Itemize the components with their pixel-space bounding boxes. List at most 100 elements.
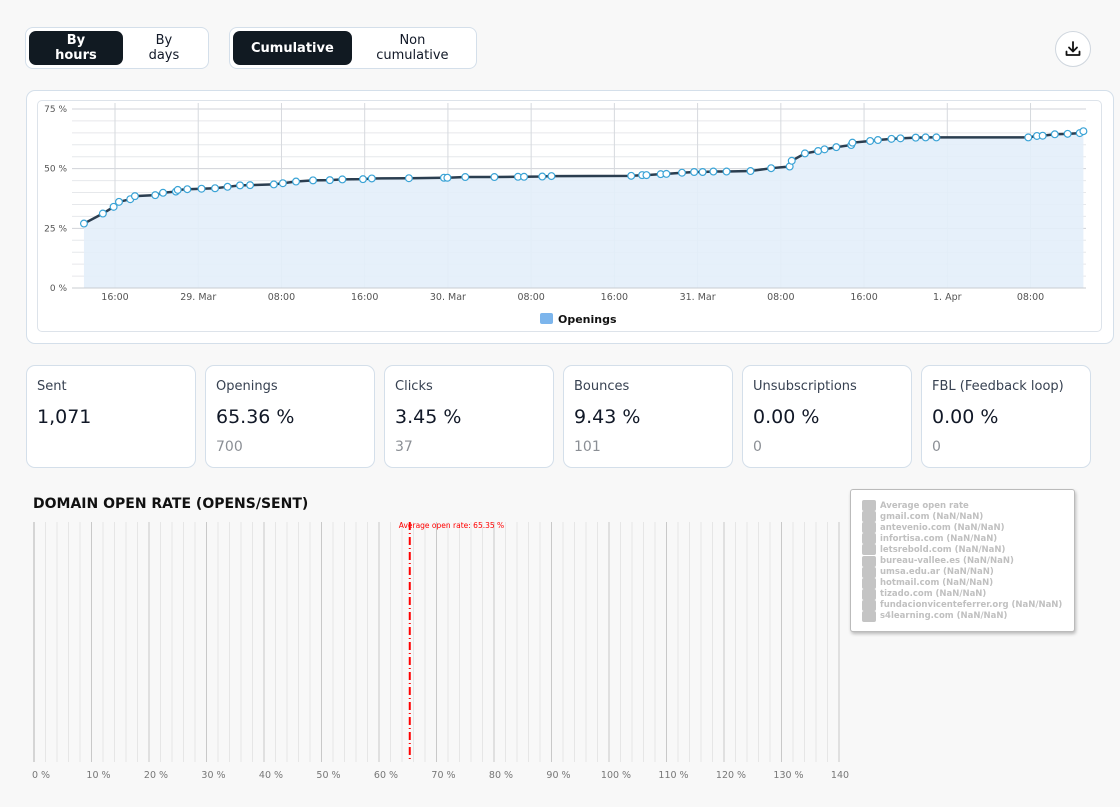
stat-count: 700	[216, 439, 243, 455]
non-cumulative-button[interactable]: Non cumulative	[352, 31, 473, 65]
x-tick-label: 29. Mar	[180, 292, 216, 303]
stat-value: 65.36 %	[216, 406, 295, 428]
x-tick-label: 120 %	[716, 770, 746, 781]
data-point	[677, 168, 686, 177]
stat-count: 101	[574, 439, 601, 455]
data-point	[114, 197, 123, 206]
data-point	[173, 185, 182, 194]
stat-count: 0	[932, 439, 941, 455]
legend-item[interactable]: gmail.com (NaN/NaN)	[862, 511, 1074, 523]
x-tick-label: 50 %	[316, 770, 340, 781]
data-point	[848, 138, 857, 147]
data-point	[690, 168, 699, 177]
x-tick-label: 1. Apr	[933, 292, 962, 303]
x-tick-label: 16:00	[351, 292, 378, 303]
data-point	[642, 171, 651, 180]
data-point	[1038, 131, 1047, 140]
stat-label: Unsubscriptions	[753, 379, 857, 394]
download-button[interactable]	[1055, 31, 1091, 67]
by-days-button[interactable]: By days	[123, 31, 205, 65]
stat-value: 3.45 %	[395, 406, 462, 428]
x-tick-label: 0 %	[32, 770, 50, 781]
legend-label: s4learning.com (NaN/NaN)	[880, 611, 1008, 622]
data-point	[367, 174, 376, 183]
stat-label: FBL (Feedback loop)	[932, 379, 1064, 394]
data-point	[787, 156, 796, 165]
data-point	[236, 181, 245, 190]
x-tick-label: 31. Mar	[680, 292, 716, 303]
legend-item[interactable]: infortisa.com (NaN/NaN)	[862, 533, 1074, 545]
legend-swatch	[862, 500, 876, 512]
domain-legend: Average open rate gmail.com (NaN/NaN) ante…	[850, 489, 1075, 632]
domain-open-rate-title: DOMAIN OPEN RATE (OPENS/SENT)	[33, 496, 309, 512]
openings-chart-frame	[37, 100, 1102, 332]
x-tick-label: 08:00	[1017, 292, 1044, 303]
stat-label: Clicks	[395, 379, 433, 394]
x-tick-label: 08:00	[767, 292, 794, 303]
stat-card-fbl: FBL (Feedback loop) 0.00 % 0	[921, 365, 1091, 468]
data-point	[722, 167, 731, 176]
data-point	[709, 167, 718, 176]
x-tick-label: 16:00	[101, 292, 128, 303]
x-tick-label: 100 %	[601, 770, 631, 781]
legend-item[interactable]: fundacionvicenteferrer.org (NaN/NaN)	[862, 599, 1074, 611]
data-point	[1079, 127, 1088, 136]
data-point	[183, 185, 192, 194]
data-point	[820, 145, 829, 154]
stat-card-unsubscriptions: Unsubscriptions 0.00 % 0	[742, 365, 912, 468]
data-point	[921, 133, 930, 142]
data-point	[538, 172, 547, 181]
legend-swatch	[862, 522, 876, 534]
data-point	[309, 176, 318, 185]
data-point	[520, 172, 529, 181]
x-tick-label: 08:00	[517, 292, 544, 303]
legend-item[interactable]: s4learning.com (NaN/NaN)	[862, 610, 1074, 622]
legend-label: hotmail.com (NaN/NaN)	[880, 578, 994, 589]
data-point	[490, 173, 499, 182]
stat-card-openings: Openings 65.36 % 700	[205, 365, 375, 468]
stat-card-sent: Sent 1,071	[26, 365, 196, 468]
legend-item[interactable]: Average open rate	[862, 500, 1074, 512]
stat-label: Sent	[37, 379, 67, 394]
legend-item[interactable]: bureau-vallee.es (NaN/NaN)	[862, 555, 1074, 567]
legend-swatch	[862, 566, 876, 578]
data-point	[98, 209, 107, 218]
x-tick-label: 20 %	[144, 770, 168, 781]
legend-item[interactable]: hotmail.com (NaN/NaN)	[862, 577, 1074, 589]
legend-item[interactable]: antevenio.com (NaN/NaN)	[862, 522, 1074, 534]
domain-open-rate-chart: 0 % 10 % 20 % 30 % 40 % 50 % 60 % 70 % 80 % 90 % 1…	[32, 521, 850, 781]
legend-swatch	[862, 511, 876, 523]
data-point	[662, 169, 671, 178]
by-hours-button[interactable]: By hours	[29, 31, 123, 65]
legend-swatch	[540, 313, 553, 324]
legend-label: bureau-vallee.es (NaN/NaN)	[880, 556, 1014, 567]
x-tick-label: 60 %	[374, 770, 398, 781]
legend-label: umsa.edu.ar (NaN/NaN)	[880, 567, 994, 578]
legend-label: letsrebold.com (NaN/NaN)	[880, 544, 1006, 555]
data-point	[211, 184, 220, 193]
stat-count: 37	[395, 439, 413, 455]
data-point	[698, 168, 707, 177]
legend-item[interactable]: letsrebold.com (NaN/NaN)	[862, 544, 1074, 556]
stat-label: Bounces	[574, 379, 630, 394]
legend-label: infortisa.com (NaN/NaN)	[880, 533, 998, 544]
cumulative-button[interactable]: Cumulative	[233, 31, 352, 65]
data-point	[338, 175, 347, 184]
stat-card-clicks: Clicks 3.45 % 37	[384, 365, 554, 468]
legend-label: tizado.com (NaN/NaN)	[880, 589, 987, 600]
granularity-toggle: By hours By days	[25, 27, 209, 69]
average-open-rate-label: Average open rate: 65.35 %	[399, 521, 504, 530]
data-point	[404, 174, 413, 183]
stat-label: Openings	[216, 379, 278, 394]
data-point	[746, 167, 755, 176]
x-tick-label: 90 %	[546, 770, 570, 781]
data-point	[800, 149, 809, 158]
y-tick-label: 50 %	[44, 165, 67, 175]
data-point	[246, 181, 255, 190]
legend-item[interactable]: umsa.edu.ar (NaN/NaN)	[862, 566, 1074, 578]
x-tick-label: 16:00	[850, 292, 877, 303]
legend-item[interactable]: tizado.com (NaN/NaN)	[862, 588, 1074, 600]
x-tick-label: 70 %	[431, 770, 455, 781]
data-point	[896, 134, 905, 143]
x-tick-label: 140 %	[831, 770, 850, 781]
